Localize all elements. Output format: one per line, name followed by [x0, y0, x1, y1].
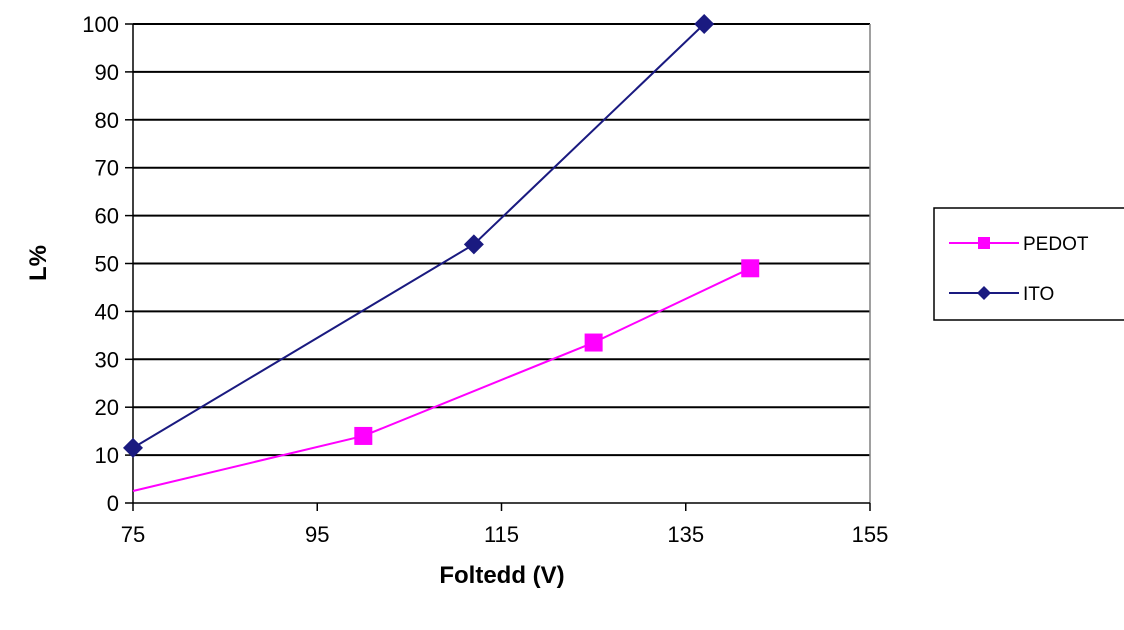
series-line-pedot — [132, 267, 751, 492]
y-tick-label: 40 — [95, 299, 119, 324]
data-point-ito — [123, 437, 143, 458]
x-axis-title: Foltedd (V) — [439, 562, 564, 589]
x-tick-label: 95 — [305, 522, 329, 547]
y-tick-label: 60 — [95, 204, 119, 229]
y-tick-label: 50 — [95, 252, 119, 277]
x-tick-label: 135 — [667, 522, 704, 547]
x-tick-label: 155 — [852, 522, 889, 547]
data-point-ito — [694, 14, 715, 34]
y-tick-label: 10 — [95, 443, 119, 468]
legend-marker-pedot — [978, 237, 990, 249]
data-point-pedot — [741, 259, 760, 278]
legend-label-ito: ITO — [1023, 284, 1054, 305]
x-tick-label: 115 — [484, 522, 519, 547]
y-tick-label: 0 — [107, 491, 119, 516]
legend-box — [933, 207, 1124, 321]
x-tick-label: 75 — [121, 522, 145, 547]
y-tick-label: 70 — [95, 156, 119, 181]
y-tick-label: 30 — [95, 347, 119, 372]
series-line-ito — [132, 23, 705, 449]
y-tick-label: 80 — [95, 108, 119, 133]
legend-marker-ito — [977, 286, 991, 300]
y-tick-label: 90 — [95, 60, 119, 85]
data-point-pedot — [354, 426, 373, 445]
data-point-pedot — [584, 333, 603, 352]
y-tick-label: 20 — [95, 395, 119, 420]
legend: PEDOT ITO — [933, 207, 1124, 321]
y-tick-label: 100 — [82, 12, 119, 37]
plot-area: 0 10 20 30 40 50 60 70 80 90 100 75 95 115 135 155 — [82, 12, 888, 547]
y-axis-title: L% — [25, 245, 52, 281]
legend-label-pedot: PEDOT — [1023, 234, 1089, 255]
data-point-ito — [463, 234, 484, 255]
